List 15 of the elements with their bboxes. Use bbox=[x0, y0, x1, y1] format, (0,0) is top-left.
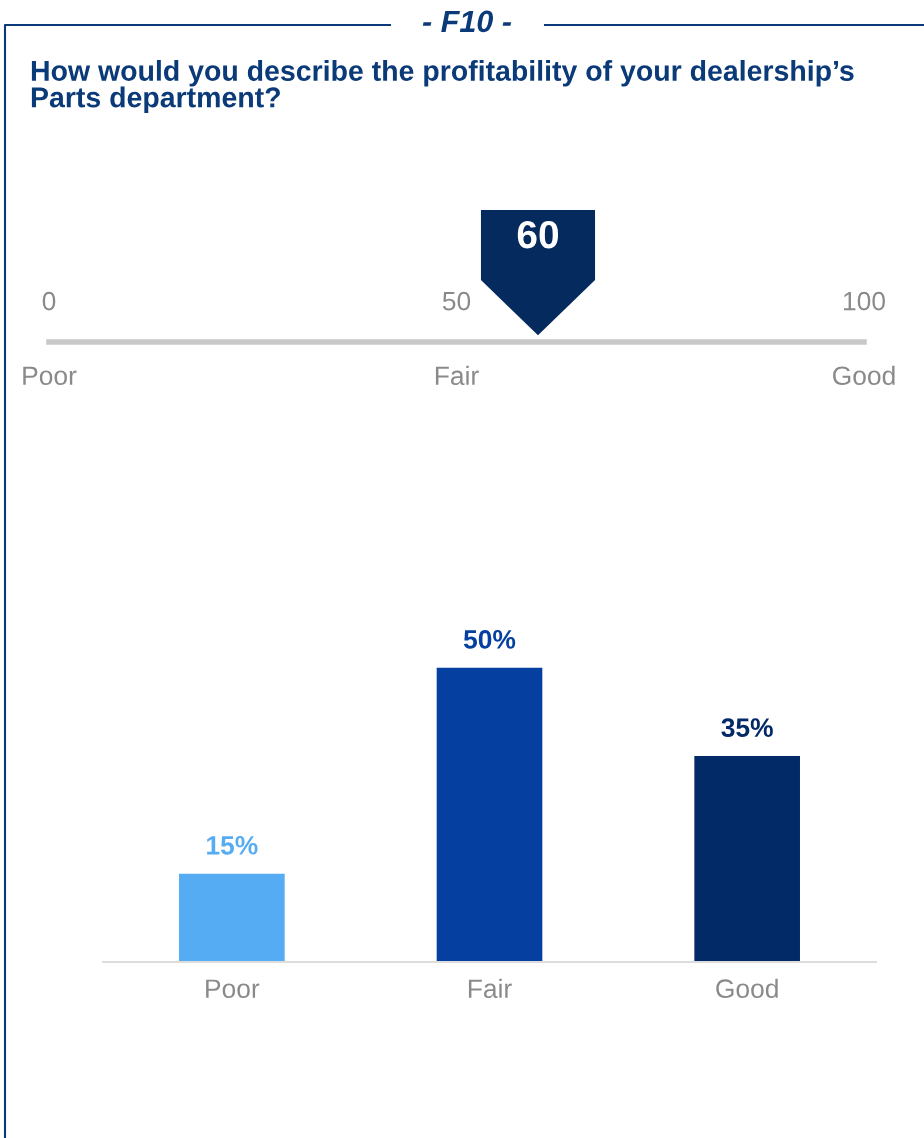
data-label: 35% bbox=[721, 718, 773, 738]
x-tick-label: 0 bbox=[42, 291, 56, 311]
x-tick-label: 50 bbox=[442, 291, 471, 311]
text: Poor bbox=[23, 366, 77, 386]
x-tick-label: Good bbox=[716, 978, 778, 999]
text: - F10 - bbox=[422, 10, 512, 33]
x-tick-label: Poor bbox=[206, 979, 260, 999]
data-label: 60 bbox=[517, 220, 559, 249]
text: Fair bbox=[435, 365, 479, 386]
x-tick-label: 100 bbox=[844, 291, 885, 311]
data-label: 15% bbox=[207, 836, 258, 855]
data-label: 50% bbox=[463, 630, 516, 649]
x-tick-label: Fair bbox=[468, 978, 512, 999]
chart-title: How would you describe the profitability of your dealership’s Parts department? bbox=[31, 60, 854, 114]
text: Good bbox=[833, 365, 895, 386]
